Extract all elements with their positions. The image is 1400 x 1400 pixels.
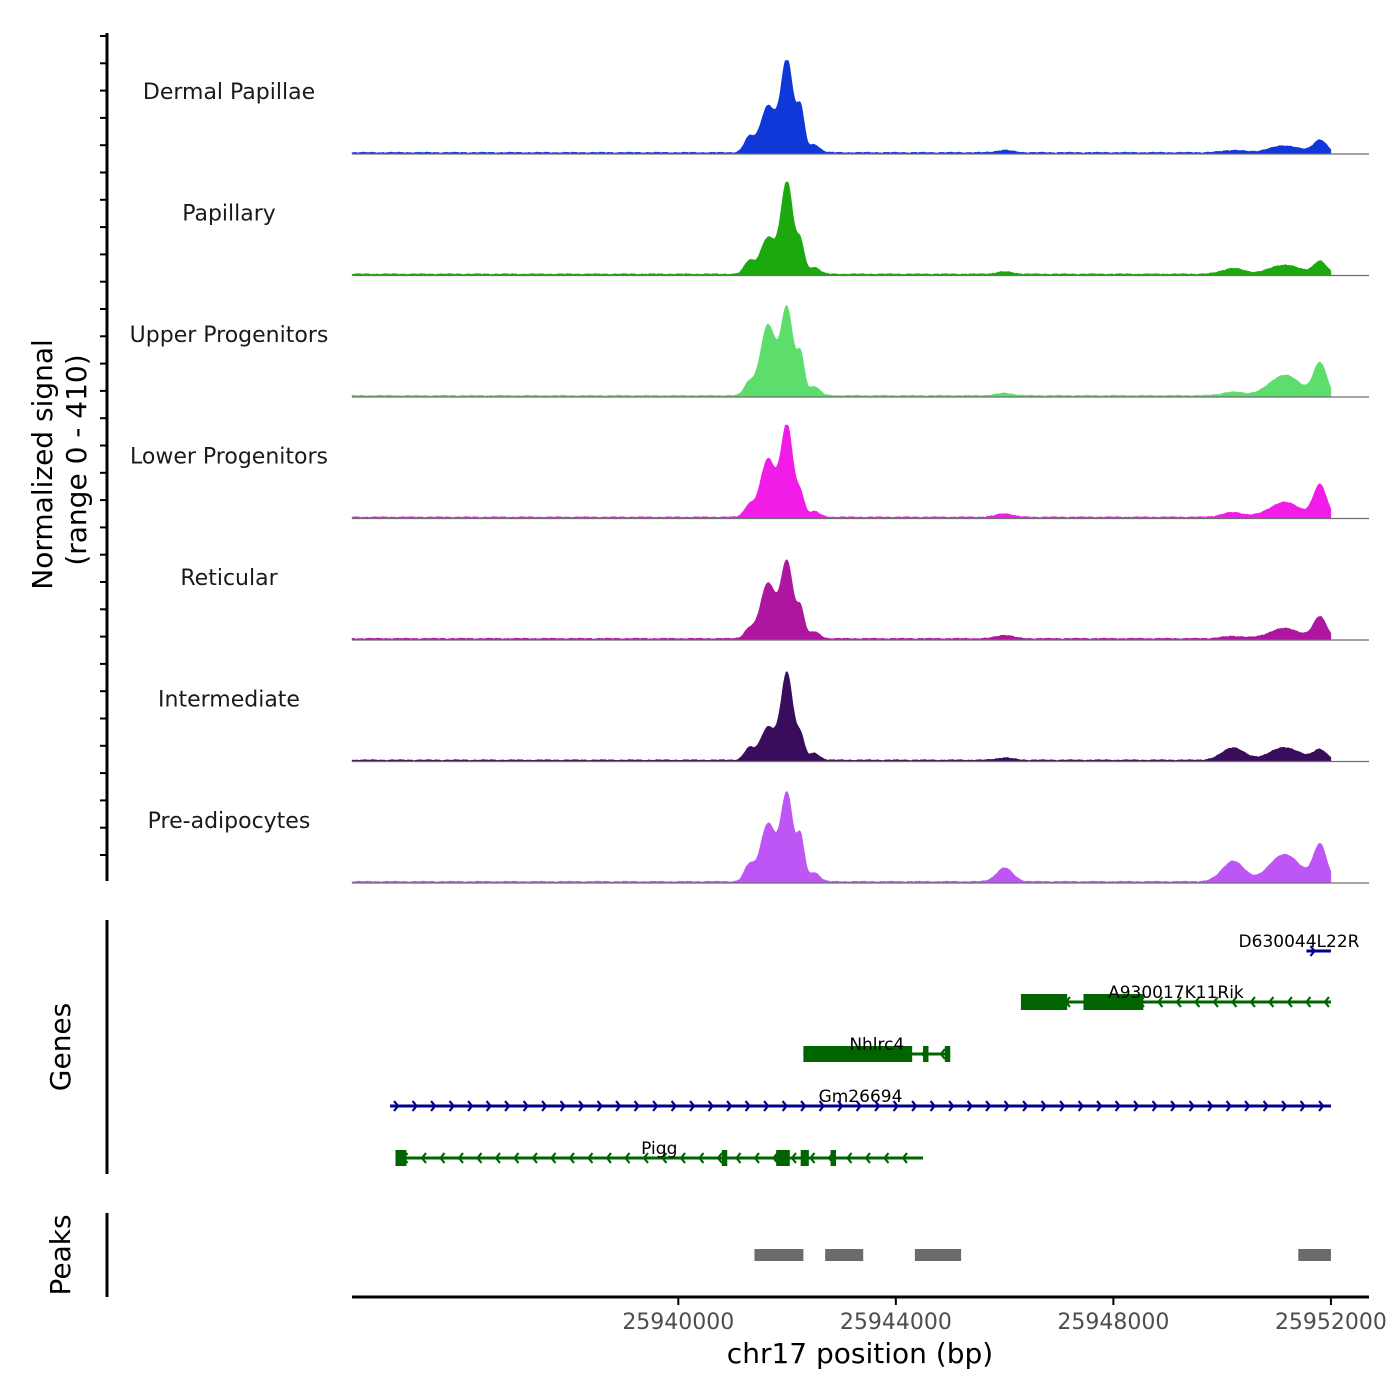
coverage-area — [351, 305, 1332, 398]
gene-label: A930017K11Rik — [1108, 983, 1244, 1003]
coverage-tracks: Dermal Papillae Papillary Upper Progenitor… — [130, 60, 1369, 884]
x-axis-ticks: 25940000 25944000 25948000 25952000 — [622, 1297, 1387, 1335]
gene-gm26694: Gm26694 — [390, 1087, 1331, 1112]
coverage-area — [351, 60, 1332, 155]
gene-label: Gm26694 — [819, 1087, 903, 1107]
gene-label: Pigg — [641, 1139, 677, 1159]
gene-label: Nhlrc4 — [849, 1035, 904, 1055]
peaks-y-axis-title: Peaks — [44, 1214, 77, 1295]
peak-blocks — [754, 1249, 1331, 1261]
coverage-track-label: Lower Progenitors — [130, 445, 328, 470]
exon-block — [803, 1046, 913, 1062]
coverage-track-1: Dermal Papillae — [143, 60, 1369, 155]
peak-block-3 — [914, 1249, 962, 1261]
gene-label: D630044L22R — [1239, 932, 1360, 952]
coverage-panel: Normalized signal (range 0 - 410) Dermal… — [26, 33, 1369, 884]
coverage-track-label: Papillary — [182, 202, 276, 227]
coverage-area — [351, 181, 1332, 276]
coverage-track-7: Pre-adipocytes — [148, 790, 1369, 884]
coverage-track-6: Intermediate — [158, 671, 1369, 763]
exon-block — [1020, 994, 1068, 1010]
coverage-track-4: Lower Progenitors — [130, 424, 1369, 520]
exon-block — [923, 1046, 929, 1062]
exon-block — [721, 1150, 728, 1166]
strand-arrows — [1309, 945, 1316, 957]
exon-block — [944, 1046, 951, 1062]
x-tick-label: 25940000 — [622, 1310, 734, 1335]
x-tick-label: 25944000 — [840, 1310, 952, 1335]
x-axis-title: chr17 position (bp) — [727, 1337, 993, 1370]
coverage-track-3: Upper Progenitors — [130, 305, 1369, 398]
gene-annotations: D630044L22R A930017K11Rik Nhlrc4 Gm26694 Pig… — [390, 932, 1360, 1166]
x-tick-label: 25952000 — [1275, 1310, 1387, 1335]
coverage-track-5: Reticular — [180, 559, 1369, 641]
coverage-track-2: Papillary — [182, 181, 1369, 277]
gene-pigg: Pigg — [395, 1139, 924, 1166]
coverage-y-axis-title: Normalized signal (range 0 - 410) — [26, 330, 93, 589]
gene-nhlrc4: Nhlrc4 — [803, 1035, 951, 1062]
strand-arrows — [393, 1100, 1325, 1112]
coverage-track-label: Reticular — [180, 566, 278, 591]
peaks-panel: Peaks — [44, 1213, 1331, 1297]
peak-block-1 — [754, 1249, 804, 1261]
coverage-area — [351, 559, 1332, 641]
genes-y-axis-title: Genes — [44, 1003, 77, 1091]
coverage-area — [351, 790, 1332, 884]
x-axis: 25940000 25944000 25948000 25952000 chr17 p… — [352, 1295, 1387, 1370]
peak-block-2 — [825, 1249, 864, 1261]
exon-block — [800, 1150, 809, 1166]
x-tick-label: 25948000 — [1057, 1310, 1169, 1335]
coverage-y-title-line-1: Normalized signal — [26, 339, 59, 590]
coverage-area — [351, 671, 1332, 762]
gene-a930017k11rik: A930017K11Rik — [1020, 983, 1331, 1010]
coverage-area — [351, 424, 1332, 519]
exon-block — [830, 1150, 837, 1166]
coverage-track-label: Intermediate — [158, 688, 300, 713]
exon-block — [1083, 994, 1144, 1010]
coverage-y-title-line-2: (range 0 - 410) — [60, 354, 93, 565]
gene-d630044l22rik: D630044L22R — [1239, 932, 1360, 957]
peak-block-4 — [1298, 1249, 1331, 1261]
genes-panel: Genes D630044L22R A930017K11Rik Nhlrc4 Gm26… — [44, 920, 1360, 1174]
coverage-track-label: Pre-adipocytes — [148, 809, 311, 834]
coverage-track-label: Upper Progenitors — [130, 323, 329, 348]
exon-block — [395, 1150, 407, 1166]
coverage-track-label: Dermal Papillae — [143, 80, 315, 105]
exon-block — [776, 1150, 790, 1166]
coverage-y-ticks — [100, 35, 107, 856]
